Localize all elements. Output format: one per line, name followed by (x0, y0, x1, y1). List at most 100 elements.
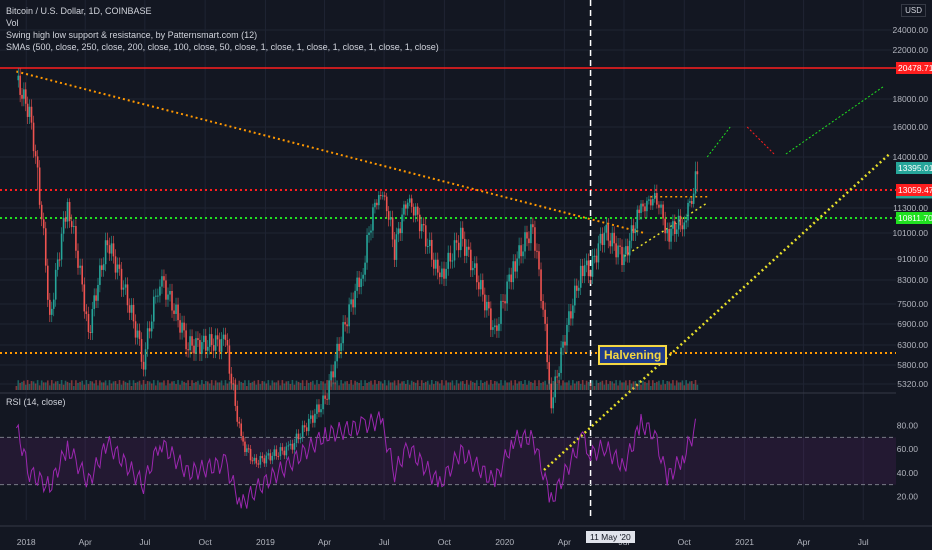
price-tick-label: 7500.00 (897, 299, 928, 309)
volume-bar (97, 385, 99, 390)
candle-body (581, 265, 584, 277)
candle-body (389, 217, 392, 220)
volume-bar (330, 380, 332, 390)
volume-bar (148, 381, 151, 390)
price-series (15, 68, 699, 469)
price-tag-box (896, 62, 932, 74)
volume-bar (546, 384, 548, 390)
price-tick-label: 6300.00 (897, 340, 928, 350)
candle-body (309, 415, 312, 419)
volume-bar (165, 385, 167, 390)
volume-bar (585, 380, 588, 390)
volume-bar (516, 383, 518, 390)
candle-body (142, 361, 145, 370)
candle-body (534, 227, 536, 251)
candle-body (56, 259, 59, 270)
downtrend-line (16, 70, 645, 234)
volume-bar (244, 380, 246, 390)
candle-body (488, 301, 490, 309)
candle-body (474, 263, 476, 268)
price-tag-box (896, 184, 932, 196)
rsi-label[interactable]: RSI (14, close) (6, 397, 66, 407)
volume-bar (472, 381, 474, 390)
candle-body (575, 285, 578, 291)
volume-bar (579, 384, 582, 390)
volume-bar (399, 383, 401, 390)
candle-body (269, 453, 272, 461)
volume-bar (334, 382, 336, 390)
price-tick-label: 5800.00 (897, 360, 928, 370)
volume-bar (157, 380, 159, 390)
volume-bar (670, 383, 672, 390)
candle-body (234, 384, 237, 406)
volume-bar (220, 380, 223, 390)
candle-body (408, 198, 411, 203)
indicator-sma-label[interactable]: SMAs (500, close, 250, close, 200, close… (6, 42, 439, 52)
candle-body (439, 272, 441, 278)
candle-body (385, 196, 388, 212)
volume-bar (696, 384, 699, 390)
volume-bar (191, 380, 193, 390)
volume-bar (416, 380, 419, 390)
volume-bar (19, 382, 21, 390)
candle-body (32, 122, 35, 152)
candle-body (279, 447, 282, 457)
candle-body (406, 202, 409, 209)
volume-bar (575, 381, 578, 390)
candle-body (422, 224, 425, 226)
candle-body (577, 287, 580, 291)
volume-bar (79, 381, 81, 390)
volume-bar (455, 380, 458, 390)
candle-body (201, 342, 203, 354)
candle-body (558, 372, 560, 377)
volume-bar (36, 380, 39, 390)
crosshair-date-label: 11 May '20 (586, 531, 635, 543)
volume-bar (108, 380, 111, 390)
candle-body (83, 284, 86, 312)
candle-body (650, 199, 652, 206)
candle-body (478, 282, 480, 290)
volume-bar (378, 381, 380, 390)
rsi-tick-label: 60.00 (897, 444, 919, 454)
volume-bar (56, 381, 59, 390)
horizontal-levels (0, 0, 896, 520)
volume-bar (465, 380, 468, 390)
volume-bar (453, 385, 456, 390)
candle-body (585, 260, 588, 266)
candle-body (414, 206, 417, 216)
volume-bar (502, 385, 504, 390)
candle-body (199, 340, 201, 354)
volume-bar (222, 385, 225, 390)
candle-body (399, 228, 401, 234)
time-tick-label: Oct (199, 537, 213, 547)
candle-body (324, 395, 326, 399)
price-tick-label: 22000.00 (893, 45, 929, 55)
volume-bar (224, 380, 227, 390)
volume-bar (681, 380, 684, 390)
candle-body (374, 202, 376, 208)
indicator-swing-label[interactable]: Swing high low support & resistance, by … (6, 30, 258, 40)
volume-bar (436, 381, 439, 390)
volume-bar (538, 380, 540, 390)
candle-body (89, 331, 92, 333)
time-tick-label: Jul (379, 537, 390, 547)
candle-body (157, 295, 159, 297)
candle-body (613, 232, 615, 244)
axis-bg (896, 0, 932, 550)
volume-bar (397, 380, 400, 390)
volume-bar (83, 384, 86, 390)
candle-body (506, 281, 508, 304)
volume-bar (439, 383, 441, 390)
volume-bar (324, 383, 326, 390)
candle-body (472, 267, 474, 271)
volume-bar (542, 381, 544, 390)
currency-button[interactable]: USD (901, 4, 926, 17)
volume-bar (249, 382, 252, 390)
volume-bar (140, 384, 143, 390)
time-tick-label: Oct (678, 537, 692, 547)
volume-bar (660, 384, 662, 390)
volume-bar (428, 384, 431, 390)
candle-body (87, 313, 90, 332)
candle-body (93, 295, 95, 310)
